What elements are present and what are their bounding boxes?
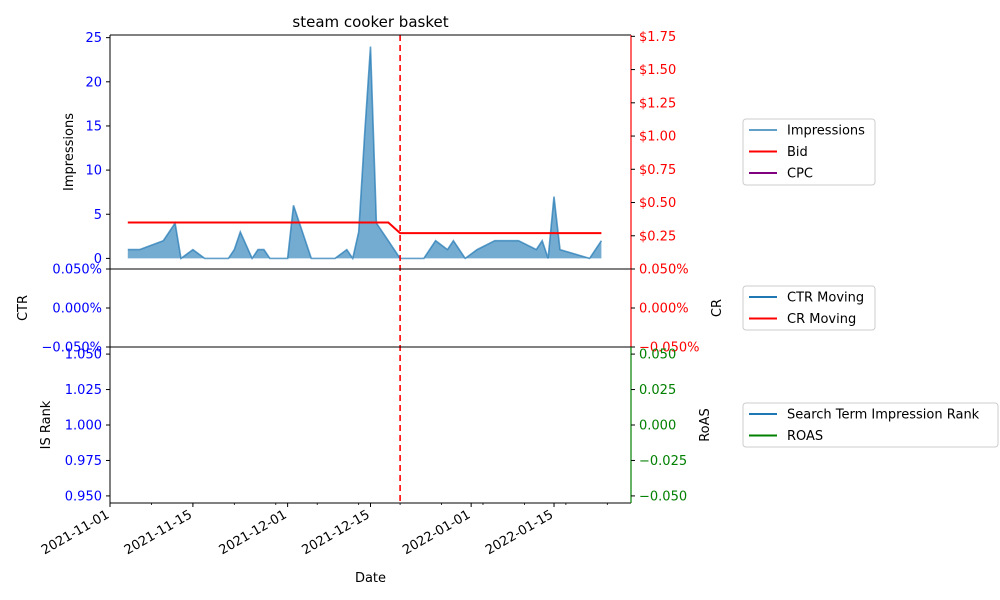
right-tick-label: $0.75	[639, 163, 676, 178]
legend-label: Bid	[787, 145, 808, 160]
right-tick-label: 0.050%	[639, 263, 689, 278]
x-tick-label: 2021-12-01	[217, 507, 290, 558]
right-tick-label: 0.000	[639, 419, 676, 434]
left-tick-label: 10	[85, 164, 102, 179]
left-tick-label: −0.050%	[42, 341, 102, 356]
right-tick-label: $1.00	[639, 130, 676, 145]
left-tick-label: 0	[94, 252, 102, 267]
x-tick-label: 2021-12-15	[300, 507, 373, 558]
left-tick-label: 1.025	[65, 383, 102, 398]
bid-line	[127, 221, 602, 235]
left-tick-label: 25	[85, 31, 102, 46]
x-tick-label: 2021-11-01	[39, 507, 112, 558]
left-tick-label: 20	[85, 75, 102, 90]
x-tick-label: 2022-01-15	[483, 507, 556, 558]
impressions-area	[127, 46, 602, 259]
y-axis-label-right: CR	[710, 299, 725, 317]
x-axis-label: Date	[355, 571, 386, 586]
right-tick-label: 0.025	[639, 383, 676, 398]
right-tick-label: 0.000%	[639, 302, 689, 317]
left-tick-label: 0.050%	[52, 263, 102, 278]
legend-label: ROAS	[787, 429, 823, 444]
left-tick-label: 0.000%	[52, 302, 102, 317]
chart-title: steam cooker basket	[292, 13, 448, 31]
legend-label: CTR Moving	[787, 291, 864, 306]
y-axis-label-right: RoAS	[698, 408, 713, 442]
x-tick-label: 2021-11-15	[122, 507, 195, 558]
legend-label: Search Term Impression Rank	[787, 408, 980, 423]
right-tick-label: $1.50	[639, 63, 676, 78]
left-tick-label: 1.000	[65, 419, 102, 434]
left-tick-label: 0.950	[65, 489, 102, 504]
right-tick-label: −0.025	[639, 454, 687, 469]
y-axis-label-left: Impressions	[62, 113, 77, 191]
right-tick-label: $1.75	[639, 30, 676, 45]
impressions-line	[127, 46, 603, 261]
right-tick-label: −0.050%	[639, 341, 699, 356]
left-tick-label: 5	[94, 208, 102, 223]
legend-label: CR Moving	[787, 312, 856, 327]
right-tick-label: 0.050	[639, 348, 676, 363]
legend-box	[742, 118, 876, 186]
left-tick-label: 15	[85, 119, 102, 134]
right-tick-label: −0.050	[639, 489, 687, 504]
y-axis-label-left: CTR	[16, 295, 31, 321]
right-tick-label: $0.50	[639, 196, 676, 211]
right-tick-label: $1.25	[639, 96, 676, 111]
y-axis-label-left: IS Rank	[39, 400, 54, 449]
legend-label: CPC	[787, 167, 813, 182]
legend-label: Impressions	[787, 124, 865, 139]
legend-box	[742, 402, 999, 448]
x-tick-label: 2022-01-01	[400, 507, 473, 558]
right-tick-label: $0.25	[639, 229, 676, 244]
left-tick-label: 1.050	[65, 348, 102, 363]
left-tick-label: 0.975	[65, 454, 102, 469]
